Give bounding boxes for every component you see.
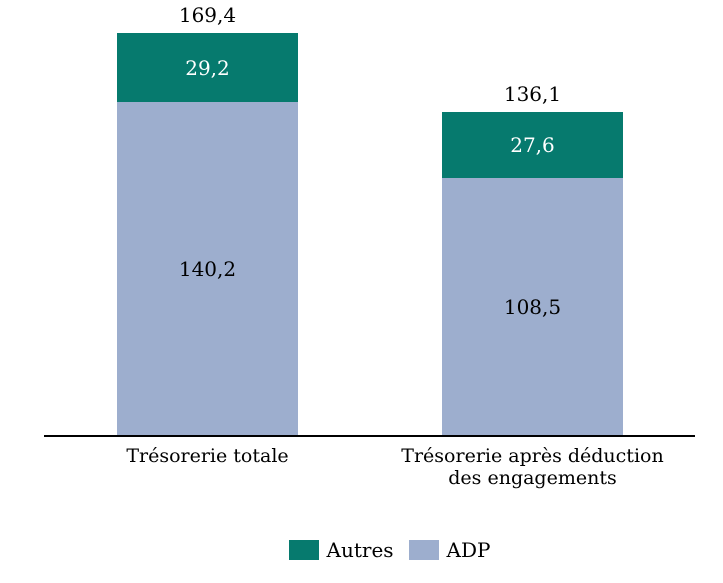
legend-item-adp: ADP xyxy=(408,538,491,562)
legend-item-autres: Autres xyxy=(288,538,394,562)
legend: Autres ADP xyxy=(0,538,723,562)
legend-swatch-adp xyxy=(408,540,439,560)
bar-segment-autres: 29,2 xyxy=(117,33,298,103)
segment-value-label: 140,2 xyxy=(178,257,237,282)
bar-segment-adp: 140,2 xyxy=(117,102,298,436)
segment-value-label: 29,2 xyxy=(185,55,230,80)
legend-label-autres: Autres xyxy=(326,538,394,562)
bar-segment-autres: 27,6 xyxy=(442,112,623,178)
x-axis-line xyxy=(44,435,695,437)
legend-label-adp: ADP xyxy=(446,538,491,562)
segment-value-label: 27,6 xyxy=(510,133,555,158)
segment-value-label: 108,5 xyxy=(503,294,562,319)
category-label: Trésorerie après déduction des engagemen… xyxy=(401,445,664,489)
total-value-label: 169,4 xyxy=(178,3,237,27)
bar-segment-adp: 108,5 xyxy=(442,177,623,436)
category-label: Trésorerie totale xyxy=(126,445,289,467)
legend-swatch-autres xyxy=(288,540,319,560)
total-value-label: 136,1 xyxy=(503,82,562,107)
